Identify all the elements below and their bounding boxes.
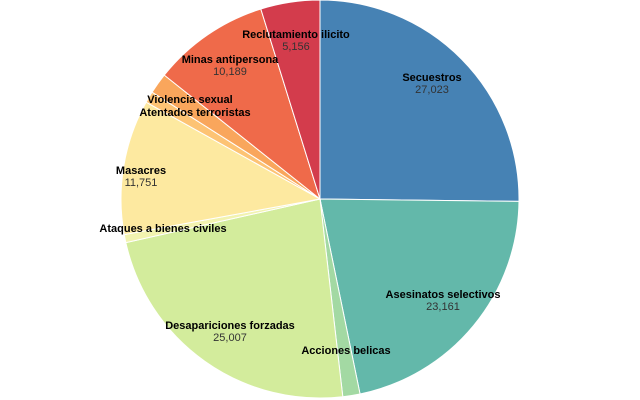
pie-slice-minas-antipersona bbox=[163, 8, 321, 201]
slice-label-violencia-sexual: Violencia sexual bbox=[147, 94, 232, 106]
slices bbox=[120, 0, 520, 399]
slice-value-asesinatos-selectivos: 23,161 bbox=[426, 301, 460, 313]
pie-slice-masacres bbox=[120, 101, 322, 236]
slice-label-atentados-terroristas: Atentados terroristas bbox=[139, 107, 250, 119]
slice-label-masacres: Masacres bbox=[116, 165, 166, 177]
slice-value-secuestros: 27,023 bbox=[415, 84, 449, 96]
slice-label-minas-antipersona: Minas antipersona bbox=[182, 54, 279, 66]
pie-slice-desapariciones-forzadas bbox=[125, 198, 344, 399]
slice-value-masacres: 11,751 bbox=[125, 177, 158, 189]
slice-label-reclutamiento-ilicito: Reclutamiento ilicito bbox=[242, 29, 350, 41]
pie-slice-reclutamiento-ilicito bbox=[260, 0, 321, 200]
slice-value-reclutamiento-ilicito: 5,156 bbox=[282, 41, 310, 53]
slice-label-ataques-a-bienes-civiles: Ataques a bienes civiles bbox=[99, 223, 226, 235]
pie-slice-asesinatos-selectivos bbox=[319, 198, 520, 395]
slice-value-desapariciones-forzadas: 25,007 bbox=[213, 332, 247, 344]
slice-label-asesinatos-selectivos: Asesinatos selectivos bbox=[386, 289, 501, 301]
slice-value-minas-antipersona: 10,189 bbox=[213, 66, 247, 78]
slice-label-desapariciones-forzadas: Desapariciones forzadas bbox=[165, 320, 295, 332]
slice-label-acciones-belicas: Acciones belicas bbox=[301, 345, 390, 357]
pie-slice-secuestros bbox=[319, 0, 520, 202]
slice-label-secuestros: Secuestros bbox=[402, 72, 461, 84]
